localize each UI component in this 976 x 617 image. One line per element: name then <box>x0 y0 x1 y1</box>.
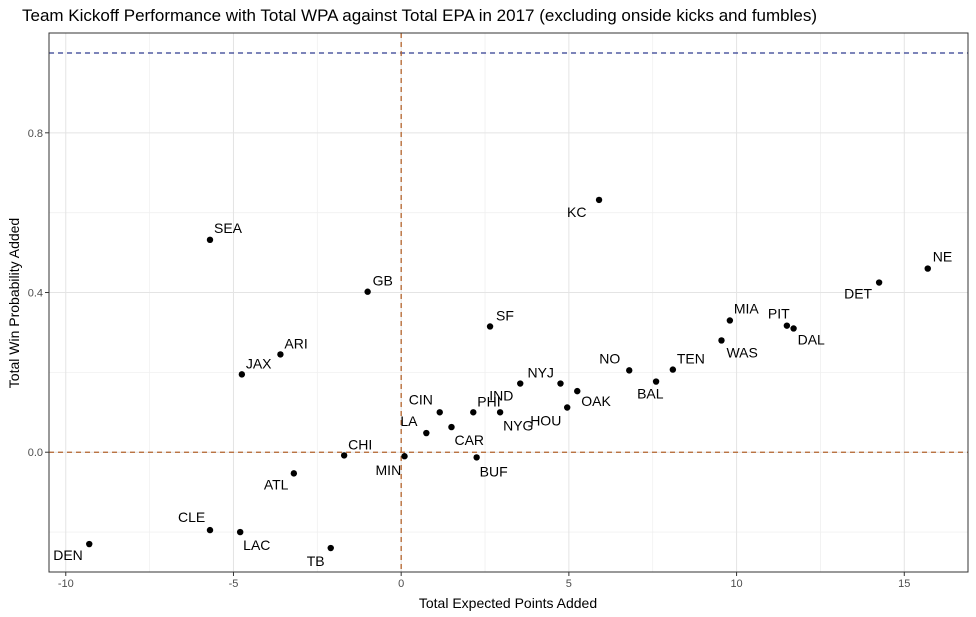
data-label-la: LA <box>400 413 418 429</box>
x-tick-label: -10 <box>58 578 74 590</box>
data-point-hou <box>563 404 571 411</box>
data-point-min <box>401 453 408 460</box>
data-label-sea: SEA <box>214 220 243 236</box>
data-label-ind: IND <box>489 388 513 404</box>
data-point-ind <box>517 380 524 387</box>
data-label-tb: TB <box>307 553 325 569</box>
data-point-nyj <box>557 380 564 387</box>
data-label-det: DET <box>844 286 872 302</box>
data-point-dal <box>790 325 797 332</box>
data-point-det <box>875 279 883 286</box>
data-label-jax: JAX <box>246 355 272 371</box>
data-label-hou: HOU <box>530 413 561 429</box>
data-label-mia: MIA <box>734 300 760 316</box>
data-point-oak <box>574 387 581 395</box>
data-point-sf <box>486 323 494 330</box>
y-tick-label: 0.0 <box>28 447 43 459</box>
x-tick-label: -5 <box>229 578 239 590</box>
data-label-dal: DAL <box>798 331 825 347</box>
data-label-kc: KC <box>567 204 586 220</box>
data-label-no: NO <box>599 350 620 366</box>
data-point-ne <box>924 265 931 272</box>
data-point-phi <box>470 409 477 416</box>
x-tick-label: 0 <box>398 578 404 590</box>
y-axis-title: Total Win Probability Added <box>6 218 22 388</box>
data-point-ten <box>669 366 677 373</box>
data-label-car: CAR <box>454 432 484 448</box>
data-label-nyj: NYJ <box>527 365 553 381</box>
data-label-phi: PHI <box>477 393 500 409</box>
data-point-kc <box>595 196 603 204</box>
data-label-buf: BUF <box>480 463 508 479</box>
data-point-ari <box>277 351 284 358</box>
data-point-mia <box>726 317 734 324</box>
data-label-cle: CLE <box>178 509 205 525</box>
data-label-ten: TEN <box>677 351 705 367</box>
data-point-car <box>448 423 455 431</box>
data-label-cin: CIN <box>409 391 433 407</box>
panel-border <box>48 32 969 573</box>
x-tick-label: 15 <box>898 578 910 590</box>
panel-background <box>49 33 968 572</box>
data-point-chi <box>340 452 348 459</box>
data-label-nyg: NYG <box>503 417 533 433</box>
data-label-oak: OAK <box>581 393 611 409</box>
data-label-sf: SF <box>496 307 514 323</box>
y-tick-label: 0.8 <box>28 128 43 140</box>
data-point-no <box>626 367 633 374</box>
data-point-was <box>718 337 725 344</box>
data-point-cin <box>436 409 443 416</box>
data-point-den <box>86 540 93 548</box>
x-tick-label: 10 <box>730 578 742 590</box>
data-point-atl <box>290 470 298 477</box>
data-label-pit: PIT <box>768 306 790 322</box>
data-point-lac <box>236 528 244 536</box>
data-label-bal: BAL <box>637 386 664 402</box>
data-label-chi: CHI <box>348 436 372 452</box>
data-label-den: DEN <box>53 547 83 563</box>
x-tick-label: 5 <box>566 578 572 590</box>
data-point-bal <box>652 378 660 385</box>
data-label-atl: ATL <box>264 476 289 492</box>
data-label-lac: LAC <box>243 537 270 553</box>
data-point-buf <box>473 454 480 461</box>
data-point-pit <box>783 322 791 329</box>
data-point-la <box>423 429 430 437</box>
data-point-jax <box>238 371 246 378</box>
chart-title: Team Kickoff Performance with Total WPA … <box>22 6 817 25</box>
x-axis-title: Total Expected Points Added <box>419 595 597 611</box>
data-label-was: WAS <box>726 344 757 360</box>
data-point-sea <box>206 236 214 244</box>
data-point-cle <box>206 526 214 534</box>
data-label-min: MIN <box>376 462 402 478</box>
y-tick-label: 0.4 <box>28 288 43 300</box>
data-label-gb: GB <box>373 273 393 289</box>
data-point-nyg <box>496 409 504 416</box>
data-point-gb <box>364 288 371 295</box>
data-point-tb <box>327 544 334 552</box>
data-label-ari: ARI <box>284 335 307 351</box>
plot-area: -10 -5 0 5 10 15 0.0 0.4 0.8 DEN CLE LAC TB ATL CHIMIN… <box>28 32 969 590</box>
data-label-ne: NE <box>933 249 952 265</box>
